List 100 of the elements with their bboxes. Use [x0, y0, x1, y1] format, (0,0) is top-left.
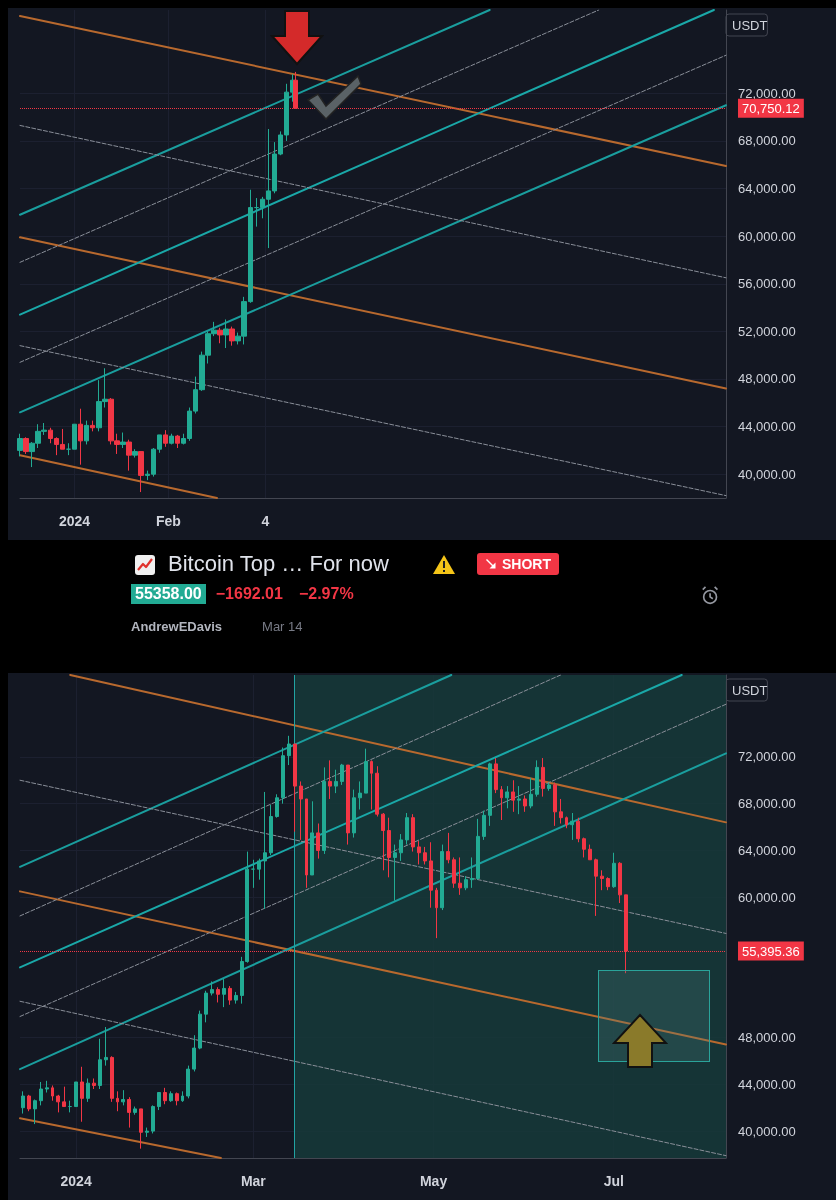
candlestick	[62, 1086, 66, 1108]
candlestick	[92, 1077, 96, 1090]
candlestick	[251, 859, 255, 889]
candlestick	[222, 978, 226, 1008]
candlestick	[452, 856, 456, 889]
candlestick	[381, 812, 385, 871]
candlestick	[535, 759, 539, 798]
candlestick	[470, 856, 474, 889]
candlestick	[328, 759, 332, 800]
candlestick	[51, 1084, 54, 1102]
y-tick-label: 40,000.00	[738, 466, 796, 482]
text: Mar 14	[262, 619, 303, 634]
candlestick	[192, 1034, 196, 1072]
candlestick	[423, 846, 427, 865]
candlestick	[186, 1065, 190, 1099]
candlestick	[169, 433, 174, 445]
candlestick	[229, 326, 235, 347]
candlestick	[458, 856, 462, 896]
candlestick	[364, 748, 368, 794]
candlestick	[275, 793, 279, 819]
candlestick	[269, 804, 273, 856]
candlestick	[145, 1127, 149, 1138]
candlestick	[133, 1106, 137, 1116]
candlestick	[217, 327, 223, 344]
y-tick-label: 64,000.00	[738, 181, 796, 197]
candlestick	[74, 1081, 78, 1108]
candlestick	[511, 779, 515, 813]
candlestick	[440, 844, 444, 911]
y-tick-label: 52,000.00	[738, 323, 796, 339]
text: 55358.00	[135, 585, 202, 602]
candlestick	[476, 818, 480, 881]
candlestick	[588, 844, 592, 861]
y-tick-label: 48,000.00	[738, 1030, 796, 1046]
candlestick	[281, 747, 285, 805]
candlestick	[517, 785, 521, 815]
candlestick	[116, 1090, 119, 1112]
candlestick	[293, 743, 297, 833]
candlestick	[316, 823, 320, 860]
candlestick	[417, 840, 421, 865]
x-tick-label: 2024	[60, 1173, 92, 1189]
text: AndrewEDavis	[131, 619, 223, 634]
x-tick-label: Jul	[603, 1173, 624, 1189]
candlestick	[612, 852, 616, 889]
candlestick	[181, 1090, 184, 1103]
y-tick-label: 68,000.00	[738, 133, 796, 149]
candlestick	[340, 763, 344, 786]
candlestick	[110, 1055, 114, 1103]
candlestick	[446, 832, 450, 864]
candlestick	[305, 798, 308, 889]
candlestick	[21, 1090, 25, 1115]
text: −1692.01	[215, 585, 283, 602]
candlestick	[429, 841, 433, 909]
candlestick	[39, 1081, 43, 1106]
candlestick	[334, 769, 338, 794]
y-axis-title: USDT	[732, 682, 768, 698]
candlestick	[138, 451, 144, 493]
candlestick	[393, 844, 397, 902]
candlestick	[23, 436, 29, 455]
y-tick-label: 64,000.00	[738, 842, 796, 858]
y-tick-label: 72,000.00	[738, 749, 796, 765]
candlestick	[45, 1080, 49, 1094]
candlestick	[606, 876, 610, 891]
candlestick	[310, 800, 314, 876]
candlestick	[163, 1087, 167, 1105]
candlestick	[346, 764, 350, 846]
x-tick-label: Feb	[156, 513, 181, 529]
x-tick-label: 2024	[58, 513, 91, 529]
candlestick	[399, 833, 403, 862]
candlestick	[559, 798, 563, 825]
candlestick	[529, 777, 533, 809]
y-tick-label: 40,000.00	[738, 1123, 796, 1139]
text: Bitcoin Top … For now	[168, 551, 389, 576]
candlestick	[120, 432, 126, 449]
candlestick	[17, 433, 23, 457]
candlestick	[84, 420, 89, 445]
candlestick	[370, 759, 373, 810]
candlestick	[78, 408, 83, 466]
y-axis-title: USDT	[732, 17, 768, 33]
candlestick	[33, 1099, 37, 1125]
candlestick	[198, 1010, 202, 1050]
candlestick	[523, 794, 527, 813]
candlestick	[375, 765, 379, 818]
candlestick	[541, 757, 545, 798]
y-tick-label: 60,000.00	[738, 889, 796, 905]
candlestick	[505, 785, 509, 809]
candlestick	[405, 812, 409, 846]
candlestick	[175, 1092, 179, 1106]
candlestick	[435, 887, 438, 939]
candlestick	[257, 858, 261, 881]
y-tick-label: 44,000.00	[738, 1076, 796, 1092]
candlestick	[263, 791, 267, 910]
candlestick	[210, 980, 214, 996]
text: −2.97%	[298, 585, 354, 602]
candlestick	[411, 813, 415, 853]
candlestick	[494, 757, 498, 794]
x-tick-label: May	[419, 1173, 448, 1189]
candlestick	[565, 816, 568, 829]
candlestick	[553, 782, 557, 827]
candlestick	[157, 1092, 161, 1111]
candlestick	[287, 735, 291, 766]
